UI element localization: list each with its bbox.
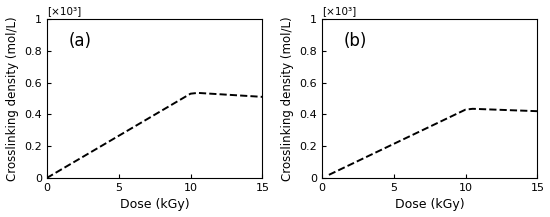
X-axis label: Dose (kGy): Dose (kGy) <box>395 198 464 211</box>
Text: (b): (b) <box>343 32 367 50</box>
Text: [×10³]: [×10³] <box>322 6 356 16</box>
Text: [×10³]: [×10³] <box>47 6 81 16</box>
X-axis label: Dose (kGy): Dose (kGy) <box>120 198 189 211</box>
Y-axis label: Crosslinking density (mol/L): Crosslinking density (mol/L) <box>6 16 19 181</box>
Y-axis label: Crosslinking density (mol/L): Crosslinking density (mol/L) <box>280 16 294 181</box>
Text: (a): (a) <box>68 32 91 50</box>
